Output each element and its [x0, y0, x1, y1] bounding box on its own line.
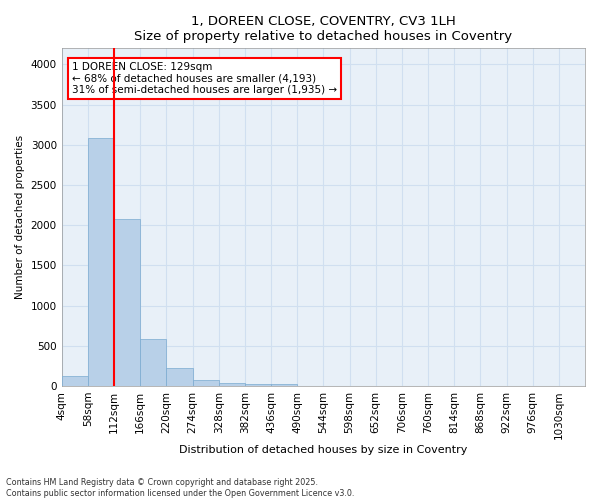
Bar: [245, 384, 271, 386]
Bar: [114, 219, 140, 386]
Bar: [166, 368, 193, 386]
Bar: [271, 384, 297, 386]
Bar: [62, 376, 88, 386]
Y-axis label: Number of detached properties: Number of detached properties: [15, 135, 25, 300]
Bar: [140, 340, 166, 386]
Bar: [218, 383, 245, 386]
Text: 1 DOREEN CLOSE: 129sqm
← 68% of detached houses are smaller (4,193)
31% of semi-: 1 DOREEN CLOSE: 129sqm ← 68% of detached…: [72, 62, 337, 95]
X-axis label: Distribution of detached houses by size in Coventry: Distribution of detached houses by size …: [179, 445, 467, 455]
Text: Contains HM Land Registry data © Crown copyright and database right 2025.
Contai: Contains HM Land Registry data © Crown c…: [6, 478, 355, 498]
Bar: [193, 380, 218, 386]
Bar: [88, 138, 114, 386]
Title: 1, DOREEN CLOSE, COVENTRY, CV3 1LH
Size of property relative to detached houses : 1, DOREEN CLOSE, COVENTRY, CV3 1LH Size …: [134, 15, 512, 43]
